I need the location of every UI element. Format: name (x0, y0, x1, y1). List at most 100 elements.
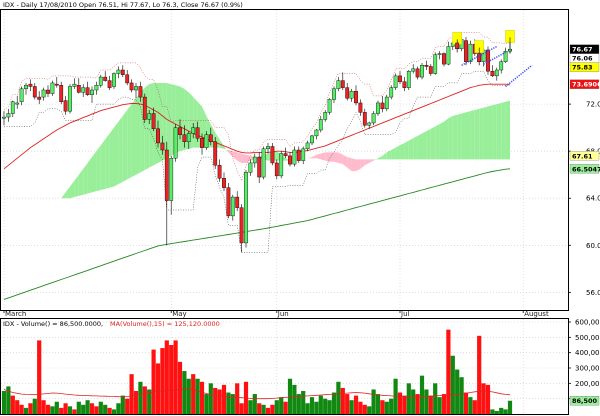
cloud-segment (430, 126, 436, 160)
volume-bar-down (265, 407, 271, 414)
candle-down (226, 187, 231, 217)
volume-bar-up (50, 406, 55, 414)
volume-bar-up (336, 381, 341, 414)
cloud-segment (422, 131, 427, 160)
volume-bar-up (419, 375, 425, 414)
candle-down (142, 96, 147, 120)
volume-bar-up (305, 403, 310, 414)
candle-down (490, 70, 495, 77)
cloud-segment (100, 139, 106, 190)
cloud-segment (413, 135, 418, 160)
cloud-segment (457, 113, 462, 160)
candle-up (50, 82, 55, 94)
cloud-segment (246, 154, 251, 163)
cloud-segment (83, 162, 88, 195)
candle-down (28, 83, 33, 87)
volume-axis: 100,000200,000300,000400,000500,000600,0… (568, 319, 600, 406)
volume-bar-down (283, 401, 288, 414)
candle-up (371, 113, 376, 124)
cloud-segment (461, 112, 466, 160)
cloud-segment (483, 106, 488, 160)
volume-bar-up (274, 400, 279, 414)
volume-bar-up (296, 394, 301, 414)
volume-tick-label: 300,000 (575, 365, 600, 373)
candle-down (239, 207, 244, 244)
cloud-segment (127, 104, 132, 180)
candle-up (494, 69, 499, 77)
volume-bar-up (450, 355, 455, 414)
trendline-dotted (505, 64, 533, 88)
cloud-segment (356, 159, 361, 172)
volume-bar-down (15, 400, 20, 414)
volume-bar-down (19, 404, 24, 414)
cloud-segment (105, 133, 110, 189)
candle-down (103, 76, 108, 81)
candle-up (332, 88, 336, 100)
candle-up (266, 146, 270, 150)
candle-down (257, 156, 262, 178)
volume-last-label: 86,500 (572, 397, 598, 405)
candle-up (420, 65, 424, 78)
cloud-segment (505, 100, 510, 160)
cloud-segment (237, 152, 242, 163)
candle-down (415, 68, 420, 78)
volume-plot-frame (0, 318, 569, 415)
cloud-segment (136, 92, 141, 175)
cloud-segment (444, 118, 449, 160)
volume-bar-down (257, 403, 262, 414)
cloud-segment (417, 133, 422, 160)
volume-bar-down (199, 381, 205, 414)
volume-header-idx: IDX - Volume() = 86,500.0000, (3, 320, 103, 328)
volume-bar-down (415, 394, 420, 414)
candle-up (41, 89, 46, 98)
volume-bar-down (446, 329, 451, 414)
cloud-segment (219, 139, 224, 149)
cloud-segment (439, 121, 444, 160)
cloud-segment (320, 152, 326, 161)
cloud-segment (501, 101, 506, 160)
cloud-segment (466, 111, 471, 160)
candle-down (380, 102, 385, 110)
cloud-segment (426, 128, 431, 160)
volume-bar-up (301, 391, 306, 414)
volume-bar-up (208, 383, 213, 414)
volume-bar-down (142, 386, 147, 414)
trendline-dotted (483, 51, 506, 65)
candle-up (94, 85, 99, 91)
cloud-segment (386, 150, 392, 160)
volume-bar-down (133, 391, 139, 414)
candle-up (310, 135, 314, 144)
ma-red-line (3, 83, 510, 170)
volume-bar-up (437, 397, 442, 414)
highlight-markers (452, 30, 533, 88)
candle-up (24, 85, 28, 90)
volume-bar-up (499, 407, 504, 414)
candle-up (90, 89, 94, 95)
volume-bar-up (103, 404, 108, 414)
volume-bar-up (85, 400, 90, 414)
candle-down (464, 40, 468, 62)
cloud-segment (369, 159, 374, 163)
volume-bar-down (428, 395, 433, 414)
volume-bar-up (111, 409, 117, 414)
cloud-segment (70, 180, 75, 199)
candle-up (204, 134, 209, 148)
volume-bar-up (314, 401, 319, 414)
price-badge-label: 75.83 (572, 64, 593, 72)
cloud-segment (122, 110, 128, 182)
volume-bar-down (235, 383, 240, 414)
volume-bar-up (367, 406, 372, 414)
volume-bar-down (485, 384, 491, 414)
volume-bar-up (116, 403, 121, 414)
cloud-segment (492, 104, 497, 160)
volume-bar-down (463, 392, 469, 414)
candle-down (402, 81, 407, 88)
candle-down (164, 149, 169, 201)
candle-up (68, 86, 72, 112)
candle-up (406, 70, 411, 88)
candle-up (191, 127, 196, 134)
volume-bar-up (226, 392, 231, 414)
